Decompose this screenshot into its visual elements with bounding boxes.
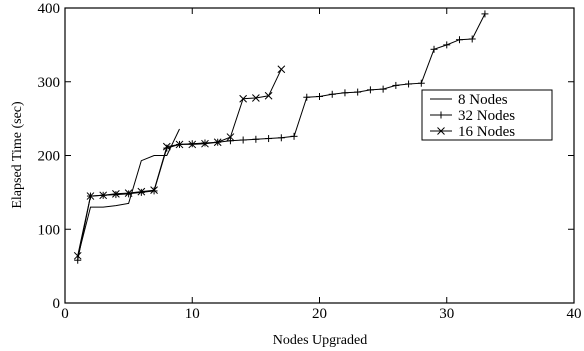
- series-line: [77, 128, 180, 258]
- x-marker-b: [252, 94, 260, 102]
- x-marker-b: [226, 133, 235, 141]
- data-point: [417, 79, 425, 87]
- y-tick-label: 0: [53, 296, 61, 312]
- legend-marker: [437, 127, 445, 135]
- data-point: [392, 81, 400, 89]
- data-point: [265, 135, 273, 143]
- data-point: [443, 41, 451, 49]
- x-tick-label: 10: [185, 306, 200, 322]
- data-point: [481, 10, 489, 18]
- data-point: [455, 36, 463, 44]
- x-marker-b: [73, 251, 82, 260]
- x-tick-label: 20: [312, 306, 327, 322]
- data-point: [188, 140, 197, 149]
- legend-entry: 32 Nodes: [430, 108, 515, 124]
- data-point: [86, 192, 95, 200]
- data-point: [73, 251, 82, 260]
- y-axis-title: Elapsed Time (sec): [10, 101, 25, 209]
- x-marker-b: [437, 127, 445, 135]
- x-marker-b: [213, 138, 222, 147]
- x-marker-b: [150, 186, 158, 195]
- x-marker-b: [137, 187, 146, 196]
- data-point: [328, 90, 336, 98]
- legend-label: 16 Nodes: [458, 124, 515, 140]
- data-point: [354, 88, 362, 96]
- data-point: [124, 189, 133, 197]
- data-point: [239, 94, 248, 103]
- legend-entry: 16 Nodes: [430, 124, 515, 140]
- x-marker-b: [201, 139, 209, 148]
- data-point: [150, 186, 158, 195]
- data-point: [341, 89, 349, 97]
- data-point: [430, 45, 438, 53]
- data-point: [188, 140, 196, 148]
- series-16-nodes: [73, 65, 286, 260]
- x-tick-label: 30: [439, 306, 454, 322]
- y-tick-label: 200: [38, 149, 61, 165]
- data-point: [112, 189, 120, 198]
- legend-entry: 8 Nodes: [430, 92, 508, 108]
- data-point: [137, 187, 146, 196]
- x-tick-label: 40: [567, 306, 582, 322]
- x-marker-b: [264, 91, 273, 100]
- y-tick-label: 400: [38, 1, 61, 17]
- data-point: [99, 191, 108, 200]
- data-point: [74, 256, 82, 264]
- legend-label: 8 Nodes: [458, 92, 508, 108]
- data-point: [252, 94, 260, 102]
- plot-frame: [64, 7, 575, 304]
- data-point: [213, 138, 222, 147]
- x-tick-label: 0: [61, 306, 69, 322]
- data-point: [112, 191, 120, 199]
- data-point: [162, 142, 171, 151]
- data-point: [239, 136, 247, 144]
- x-marker-b: [99, 191, 108, 200]
- data-point: [405, 80, 413, 88]
- data-point: [277, 65, 286, 74]
- plot-border: [64, 7, 575, 304]
- legend-label: 32 Nodes: [458, 108, 515, 124]
- x-axis-title: Nodes Upgraded: [273, 333, 367, 348]
- series-group: [73, 10, 489, 264]
- x-marker-b: [175, 140, 184, 149]
- y-tick-label: 100: [38, 222, 61, 238]
- data-point: [137, 188, 145, 196]
- series-line: [77, 68, 282, 256]
- data-point: [226, 133, 235, 141]
- data-point: [316, 93, 323, 100]
- x-marker-b: [162, 142, 171, 151]
- x-marker-b: [86, 192, 95, 200]
- x-marker-b: [124, 189, 133, 197]
- data-point: [201, 139, 209, 148]
- data-point: [379, 85, 387, 93]
- data-point: [125, 190, 133, 198]
- data-point: [252, 135, 260, 143]
- y-tick-label: 300: [38, 75, 61, 91]
- series-8-nodes: [77, 128, 180, 258]
- legend-marker: [437, 111, 445, 119]
- x-marker-b: [277, 65, 286, 74]
- data-point: [264, 91, 273, 100]
- data-point: [175, 140, 184, 149]
- data-point: [303, 93, 311, 101]
- data-point: [468, 35, 476, 43]
- x-marker-b: [188, 140, 197, 149]
- data-point: [226, 137, 234, 145]
- data-point: [366, 86, 374, 94]
- data-point: [277, 134, 285, 142]
- x-marker-b: [239, 94, 248, 103]
- data-point: [290, 132, 298, 140]
- x-marker-b: [112, 189, 120, 198]
